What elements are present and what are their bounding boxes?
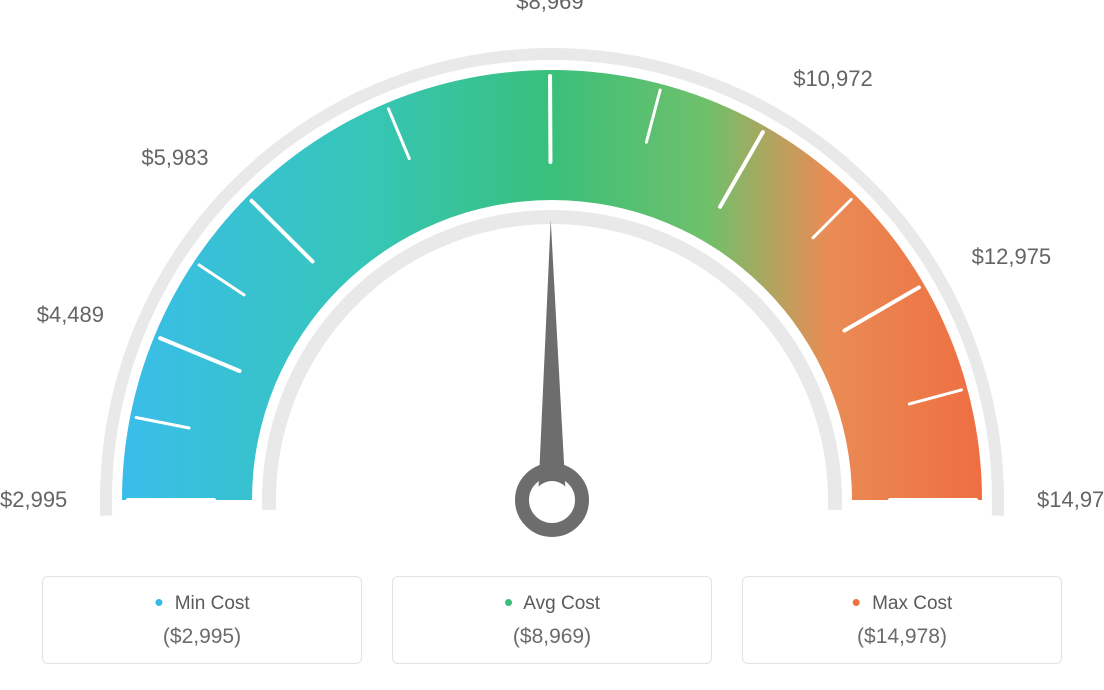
avg-cost-dot-icon: • (504, 587, 513, 617)
min-cost-title: • Min Cost (53, 593, 351, 615)
gauge-tick-label: $4,489 (37, 302, 104, 328)
max-cost-title: • Max Cost (753, 593, 1051, 615)
summary-cards: • Min Cost ($2,995) • Avg Cost ($8,969) … (42, 576, 1062, 664)
min-cost-label: Min Cost (175, 593, 250, 614)
gauge-tick-label: $2,995 (0, 487, 67, 513)
min-cost-value: ($2,995) (53, 625, 351, 649)
gauge-tick-label: $10,972 (793, 66, 873, 92)
max-cost-value: ($14,978) (753, 625, 1051, 649)
avg-cost-label: Avg Cost (523, 593, 600, 614)
cost-gauge-chart: $2,995 $4,489 $5,983 $8,969 $10,972 $12,975 $1… (0, 0, 1104, 690)
max-cost-card: • Max Cost ($14,978) (742, 576, 1062, 664)
gauge-svg (0, 0, 1104, 560)
min-cost-card: • Min Cost ($2,995) (42, 576, 362, 664)
gauge-tick-label: $14,978 (1037, 487, 1104, 513)
gauge-area: $2,995 $4,489 $5,983 $8,969 $10,972 $12,975 $1… (0, 0, 1104, 560)
avg-cost-card: • Avg Cost ($8,969) (392, 576, 712, 664)
min-cost-dot-icon: • (154, 587, 163, 617)
gauge-tick-label: $12,975 (972, 244, 1052, 270)
avg-cost-title: • Avg Cost (403, 593, 701, 615)
max-cost-label: Max Cost (872, 593, 952, 614)
gauge-tick-label: $8,969 (516, 0, 583, 15)
gauge-tick-label: $5,983 (141, 145, 208, 171)
avg-cost-value: ($8,969) (403, 625, 701, 649)
max-cost-dot-icon: • (852, 587, 861, 617)
